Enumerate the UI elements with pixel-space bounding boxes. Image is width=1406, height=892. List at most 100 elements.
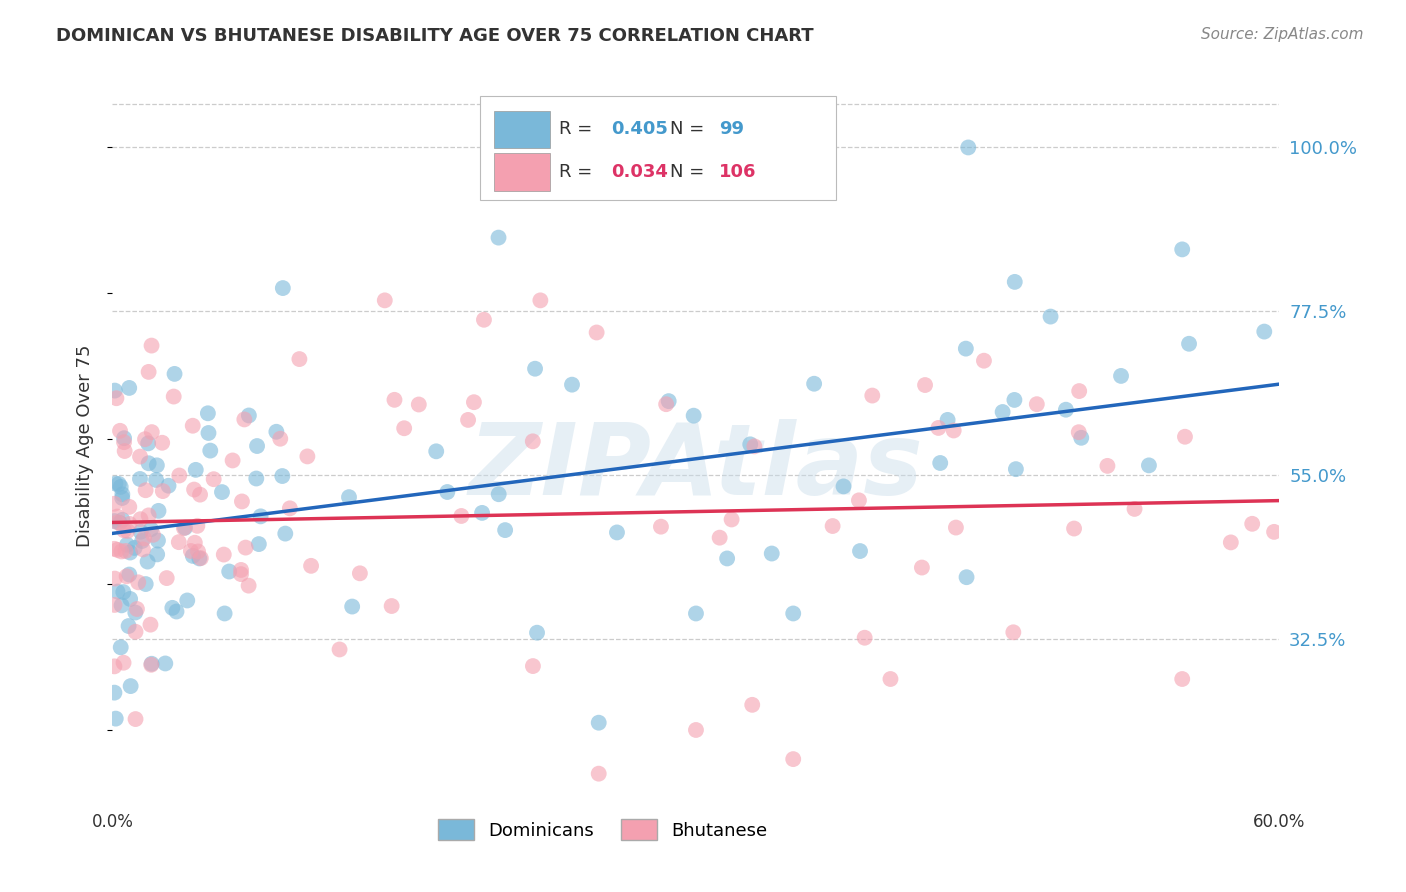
Point xyxy=(860,388,883,402)
Point xyxy=(221,453,243,467)
Point xyxy=(349,566,371,581)
Point xyxy=(214,607,236,621)
Point xyxy=(145,473,167,487)
Point xyxy=(606,525,628,540)
Point xyxy=(120,545,142,559)
Text: Source: ZipAtlas.com: Source: ZipAtlas.com xyxy=(1201,27,1364,42)
Point xyxy=(1137,458,1160,473)
Point xyxy=(174,521,197,535)
Point xyxy=(108,477,131,491)
Point xyxy=(1004,275,1026,289)
Point xyxy=(955,342,977,356)
Point xyxy=(176,593,198,607)
Point xyxy=(973,353,995,368)
Point xyxy=(129,512,152,526)
Point xyxy=(135,577,157,591)
Point xyxy=(104,712,127,726)
Point xyxy=(103,497,125,511)
Point xyxy=(129,472,152,486)
Point xyxy=(329,642,352,657)
Point xyxy=(129,450,152,464)
Point xyxy=(229,563,252,577)
Point xyxy=(124,712,146,726)
Text: R =: R = xyxy=(560,163,599,181)
Point xyxy=(162,600,184,615)
Point xyxy=(163,390,186,404)
Point xyxy=(124,606,146,620)
Text: R =: R = xyxy=(560,120,599,138)
Point xyxy=(1069,384,1091,398)
Point xyxy=(1123,502,1146,516)
Point xyxy=(1054,402,1077,417)
Point xyxy=(117,524,139,538)
Point xyxy=(1253,325,1275,339)
Point xyxy=(184,535,207,549)
Point xyxy=(238,579,260,593)
Point xyxy=(110,640,132,655)
Point xyxy=(929,456,952,470)
Point xyxy=(124,624,146,639)
Point xyxy=(124,541,146,555)
Point xyxy=(658,394,681,409)
Point xyxy=(136,436,159,450)
Point xyxy=(117,619,139,633)
Point xyxy=(218,565,240,579)
Point xyxy=(1005,462,1028,476)
Point xyxy=(1171,672,1194,686)
Point xyxy=(155,657,177,671)
Point xyxy=(472,312,495,326)
Point xyxy=(408,397,430,411)
Point xyxy=(299,558,322,573)
Point xyxy=(104,384,127,398)
Point xyxy=(118,516,141,531)
Point xyxy=(103,686,125,700)
Point xyxy=(488,230,510,244)
Point xyxy=(832,479,855,493)
FancyBboxPatch shape xyxy=(479,96,837,200)
Point xyxy=(655,397,678,411)
Point xyxy=(297,450,319,464)
Point xyxy=(111,491,134,505)
Point xyxy=(111,513,134,527)
Point xyxy=(247,537,270,551)
Point xyxy=(136,555,159,569)
Point xyxy=(1174,430,1197,444)
Point xyxy=(141,657,163,672)
Legend: Dominicans, Bhutanese: Dominicans, Bhutanese xyxy=(430,812,775,847)
Point xyxy=(184,463,207,477)
Point xyxy=(1039,310,1062,324)
Point xyxy=(181,549,204,563)
Point xyxy=(120,591,142,606)
Point xyxy=(105,542,128,557)
Point xyxy=(138,456,160,470)
Point xyxy=(524,361,547,376)
Text: N =: N = xyxy=(671,163,710,181)
Point xyxy=(1025,397,1047,411)
Point xyxy=(114,544,136,558)
Point xyxy=(1063,522,1085,536)
Point xyxy=(936,413,959,427)
Point xyxy=(103,659,125,673)
Point xyxy=(1070,431,1092,445)
Point xyxy=(211,485,233,500)
Point xyxy=(384,392,406,407)
Point xyxy=(135,483,157,498)
Point xyxy=(266,425,288,439)
Point xyxy=(132,532,155,546)
Point xyxy=(110,544,132,558)
Point xyxy=(197,425,219,440)
Point xyxy=(278,501,301,516)
Point xyxy=(111,487,134,501)
Point xyxy=(271,469,294,483)
Point xyxy=(942,424,965,438)
Point xyxy=(1178,336,1201,351)
Point xyxy=(108,424,131,438)
Point xyxy=(141,657,163,671)
Point xyxy=(761,547,783,561)
Point xyxy=(110,480,132,494)
Point xyxy=(709,531,731,545)
Point xyxy=(105,509,128,524)
Point xyxy=(522,659,544,673)
Point xyxy=(685,723,707,737)
Point xyxy=(134,432,156,446)
